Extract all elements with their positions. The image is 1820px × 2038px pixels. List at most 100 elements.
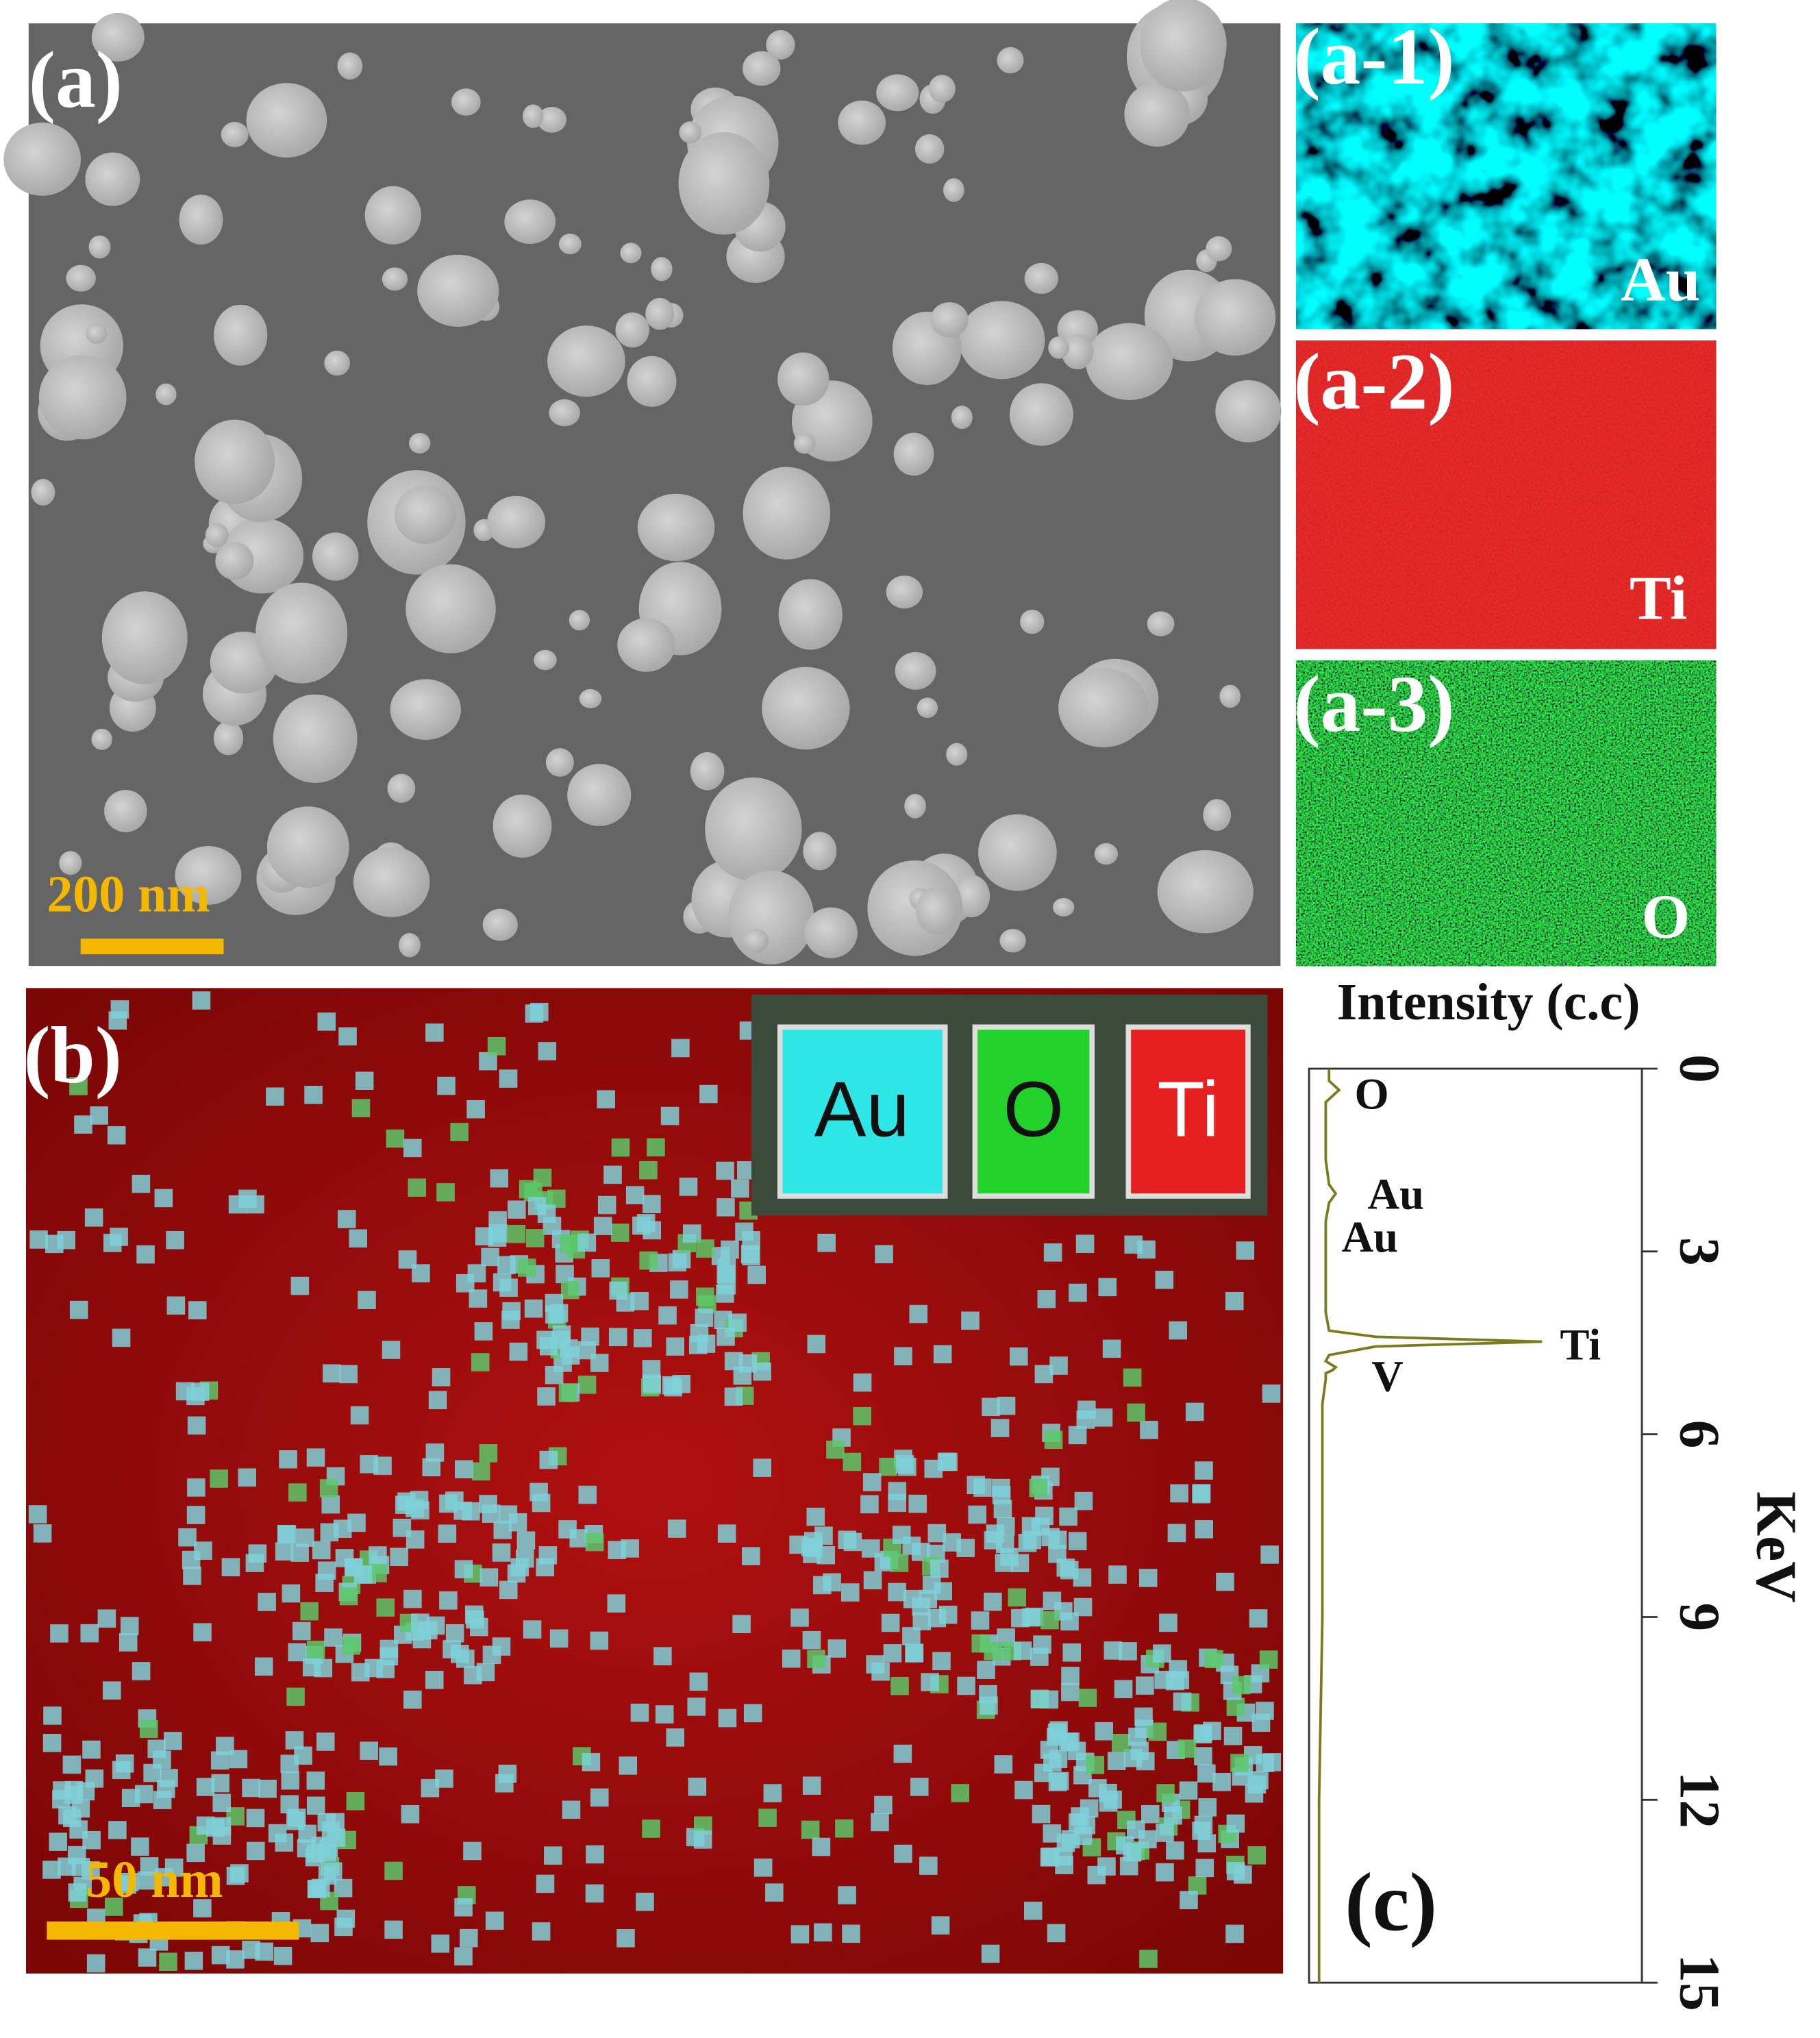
pixel	[643, 1195, 661, 1213]
pixel	[42, 1734, 62, 1752]
pixel	[666, 1728, 685, 1747]
pixel	[577, 1376, 597, 1394]
pixel	[115, 1754, 134, 1773]
pixel	[933, 1345, 952, 1364]
pixel	[187, 1416, 206, 1435]
pixel	[910, 1778, 929, 1796]
pixel	[108, 1821, 127, 1839]
pixel	[310, 1924, 329, 1943]
particle	[999, 928, 1026, 953]
peak-label: V	[1371, 1352, 1404, 1400]
particle	[743, 51, 781, 86]
pixel	[384, 1920, 403, 1939]
spectrum-line	[1317, 1068, 1543, 1983]
pixel	[1123, 1843, 1142, 1862]
pixel	[277, 1524, 296, 1543]
pixel	[1195, 1461, 1213, 1480]
particle	[886, 575, 923, 609]
pixel	[286, 1811, 305, 1830]
pixel	[894, 1844, 912, 1863]
particle	[214, 304, 268, 366]
pixel	[108, 1011, 127, 1030]
pixel	[1029, 1478, 1047, 1498]
pixel	[1225, 1291, 1244, 1310]
pixel	[509, 1342, 528, 1361]
particle	[215, 542, 254, 580]
pixel	[693, 1830, 712, 1849]
particle	[31, 479, 55, 506]
pixel	[273, 1946, 292, 1965]
pixel	[903, 1589, 922, 1608]
pixel	[608, 1541, 627, 1560]
particle	[615, 312, 650, 348]
pixel	[562, 1800, 581, 1819]
pixel	[951, 1784, 970, 1802]
pixel	[853, 1406, 871, 1426]
pixel	[1098, 1278, 1117, 1297]
particle	[364, 186, 421, 245]
pixel	[194, 1541, 212, 1560]
legend-swatch	[1125, 1024, 1251, 1199]
pixel	[428, 1391, 447, 1410]
pixel	[288, 1483, 307, 1502]
pixel	[281, 1771, 300, 1790]
pixel	[294, 1746, 312, 1765]
particle	[1009, 383, 1073, 446]
pixel	[1236, 1241, 1255, 1260]
particle	[930, 302, 969, 338]
pixel	[305, 1848, 324, 1867]
pixel	[379, 1747, 397, 1766]
pixel	[1073, 1568, 1092, 1587]
pixel	[630, 1291, 649, 1310]
pixel	[1138, 1830, 1157, 1849]
pixel	[921, 1673, 939, 1691]
legend-swatch	[777, 1024, 948, 1199]
pixel	[312, 1541, 331, 1560]
pixel	[597, 1090, 616, 1108]
pixel	[463, 1841, 482, 1861]
tick-label: 6	[1668, 1420, 1731, 1449]
pixel	[860, 1495, 879, 1514]
pixel	[803, 1545, 821, 1563]
pixel	[266, 1087, 284, 1106]
pixel	[508, 1513, 527, 1532]
pixel	[890, 1676, 909, 1695]
particle	[777, 352, 830, 406]
pixel	[82, 1740, 101, 1759]
pixel	[475, 1227, 494, 1245]
pixel	[1197, 1834, 1217, 1853]
pixel	[545, 1305, 564, 1324]
pixel	[919, 1856, 938, 1875]
particle	[1020, 609, 1045, 634]
pixel	[462, 1502, 480, 1521]
pixel	[908, 1494, 927, 1513]
particle	[1052, 897, 1075, 917]
pixel	[84, 1208, 103, 1227]
pixel	[166, 1230, 184, 1250]
pixel	[58, 1857, 76, 1876]
pixel	[1010, 1347, 1028, 1366]
particle	[387, 773, 416, 804]
pixel	[1137, 1240, 1156, 1259]
particle	[213, 721, 244, 756]
tick-label: 0	[1668, 1054, 1731, 1083]
particle	[1157, 850, 1254, 934]
pixel	[188, 1301, 207, 1319]
pixel	[403, 1589, 422, 1608]
pixel	[1119, 1642, 1137, 1661]
pixel	[924, 1459, 943, 1478]
pixel	[1155, 1270, 1174, 1289]
pixel	[1140, 1804, 1160, 1824]
pixel	[120, 1872, 139, 1891]
particle	[743, 467, 831, 560]
pixel	[97, 1609, 116, 1628]
pixel	[968, 1505, 986, 1524]
particle	[690, 751, 725, 791]
pixel	[1034, 1763, 1053, 1782]
pixel	[1223, 1726, 1243, 1745]
pixel	[666, 1337, 684, 1356]
pixel	[979, 1685, 997, 1704]
pixel	[716, 1198, 735, 1217]
pixel	[1043, 1243, 1062, 1262]
pixel	[339, 1365, 358, 1384]
